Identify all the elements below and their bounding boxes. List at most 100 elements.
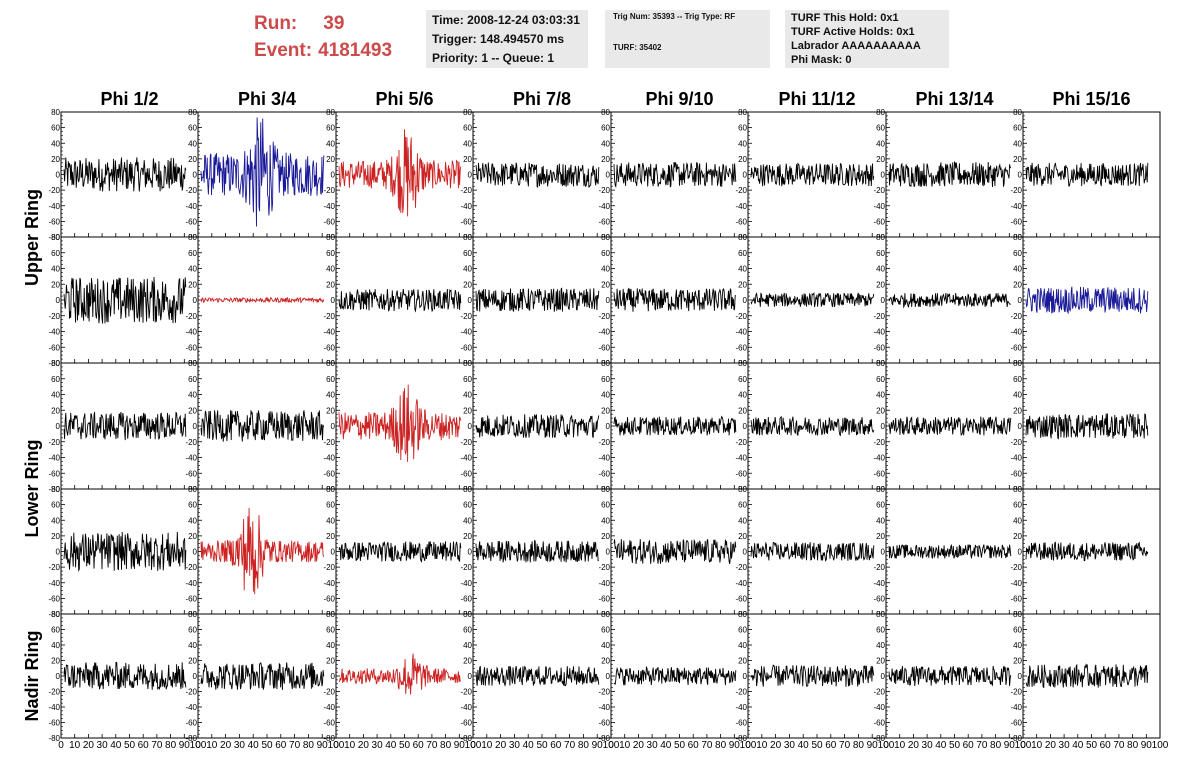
panel-frame — [1022, 613, 1161, 739]
y-tick-label: -60 — [735, 469, 747, 478]
y-tick-label: 20 — [601, 532, 610, 541]
y-tick-label: 80 — [876, 233, 885, 242]
y-tick-label: 60 — [876, 375, 885, 384]
y-tick-label: 20 — [738, 406, 747, 415]
y-tick-label: -80 — [48, 485, 60, 494]
x-tick-label: 70 — [839, 740, 851, 751]
y-tick-label: -60 — [873, 343, 885, 352]
y-tick-label: 20 — [601, 280, 610, 289]
y-tick-label: -80 — [873, 734, 885, 743]
waveform-trace — [1025, 286, 1149, 315]
y-tick-label: -60 — [323, 217, 335, 226]
column-header: Phi 15/16 — [1052, 89, 1130, 109]
y-tick-label: 80 — [326, 233, 335, 242]
y-tick-label: 60 — [876, 501, 885, 510]
waveform-trace — [338, 129, 462, 217]
y-tick-label: 0 — [331, 422, 336, 431]
y-tick-label: 0 — [468, 171, 473, 180]
y-tick-label: 40 — [738, 391, 747, 400]
y-tick-label: -40 — [873, 454, 885, 463]
y-tick-label: -40 — [735, 454, 747, 463]
waveform-trace — [475, 287, 600, 312]
y-tick-label: 0 — [743, 171, 748, 180]
waveform-trace — [200, 410, 325, 442]
y-tick-label: 20 — [51, 155, 60, 164]
y-tick-label: -80 — [735, 734, 747, 743]
y-tick-label: 60 — [601, 124, 610, 133]
y-tick-label: 80 — [326, 485, 335, 494]
y-tick-label: 0 — [743, 672, 748, 681]
y-tick-label: -40 — [460, 202, 472, 211]
y-tick-label: 40 — [738, 641, 747, 650]
y-tick-label: 40 — [188, 391, 197, 400]
y-tick-label: 0 — [193, 422, 198, 431]
y-tick-label: -60 — [1010, 719, 1022, 728]
x-tick-label: 10 — [344, 740, 356, 751]
y-tick-label: -20 — [873, 563, 885, 572]
run-event-box: Run: 39 Event: 4181493 — [254, 10, 392, 64]
y-tick-label: -40 — [323, 579, 335, 588]
y-tick-label: 20 — [1013, 532, 1022, 541]
y-tick-label: 60 — [463, 375, 472, 384]
x-tick-label: 20 — [358, 740, 370, 751]
y-tick-label: 80 — [601, 485, 610, 494]
y-tick-label: 80 — [463, 233, 472, 242]
y-tick-label: -60 — [185, 719, 197, 728]
y-tick-label: -40 — [323, 328, 335, 337]
y-tick-label: 0 — [56, 171, 61, 180]
y-tick-label: 60 — [51, 626, 60, 635]
y-tick-label: 20 — [738, 155, 747, 164]
panel-frame — [885, 613, 1024, 739]
y-tick-label: -60 — [460, 469, 472, 478]
y-tick-label: -60 — [598, 343, 610, 352]
y-tick-label: 0 — [468, 548, 473, 557]
y-tick-label: -60 — [323, 343, 335, 352]
y-tick-label: 20 — [51, 406, 60, 415]
y-tick-label: 40 — [738, 516, 747, 525]
waveform-trace — [200, 296, 325, 304]
y-tick-label: -60 — [735, 343, 747, 352]
y-tick-label: 80 — [188, 233, 197, 242]
y-tick-label: 60 — [876, 124, 885, 133]
y-tick-label: 80 — [463, 610, 472, 619]
y-tick-label: -20 — [735, 186, 747, 195]
x-tick-label: 70 — [1113, 740, 1125, 751]
y-tick-label: -40 — [598, 328, 610, 337]
y-tick-label: 60 — [601, 249, 610, 258]
x-tick-label: 10 — [1031, 740, 1043, 751]
y-tick-label: 20 — [463, 406, 472, 415]
y-tick-label: 80 — [1013, 108, 1022, 117]
waveform-trace — [1025, 541, 1149, 562]
y-tick-label: 20 — [188, 406, 197, 415]
y-tick-label: -20 — [48, 312, 60, 321]
column-header: Phi 3/4 — [238, 89, 296, 109]
y-tick-label: 80 — [1013, 610, 1022, 619]
y-tick-label: -40 — [873, 703, 885, 712]
column-header: Phi 1/2 — [100, 89, 158, 109]
x-tick-label: 0 — [333, 740, 339, 751]
x-tick-label: 20 — [1045, 740, 1057, 751]
x-tick-label: 80 — [715, 740, 727, 751]
x-tick-label: 20 — [495, 740, 507, 751]
y-tick-label: 60 — [738, 626, 747, 635]
y-tick-label: -60 — [598, 594, 610, 603]
x-tick-label: 40 — [798, 740, 810, 751]
y-tick-label: -20 — [460, 563, 472, 572]
y-tick-label: 40 — [463, 139, 472, 148]
x-tick-label: 60 — [550, 740, 562, 751]
column-header: Phi 11/12 — [778, 89, 855, 109]
y-tick-label: -40 — [460, 703, 472, 712]
waveform-trace — [1025, 413, 1149, 440]
waveform-trace — [750, 664, 875, 687]
x-tick-label: 90 — [454, 740, 466, 751]
column-header: Phi 5/6 — [375, 89, 433, 109]
y-tick-label: -60 — [1010, 469, 1022, 478]
panel-frame — [472, 362, 612, 490]
y-tick-label: 60 — [1013, 626, 1022, 635]
x-tick-label: 50 — [1086, 740, 1098, 751]
x-tick-label: 70 — [976, 740, 988, 751]
x-tick-label: 30 — [922, 740, 934, 751]
waveform-trace — [63, 276, 187, 324]
y-tick-label: -60 — [598, 469, 610, 478]
y-tick-label: -60 — [873, 719, 885, 728]
